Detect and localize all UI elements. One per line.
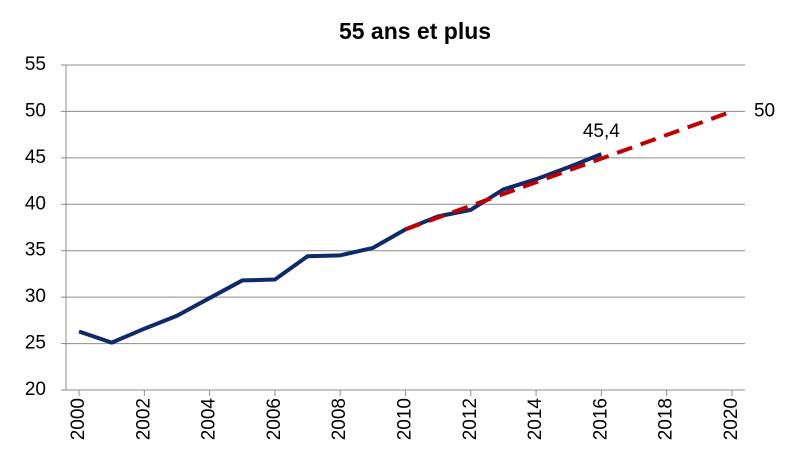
x-tick-label: 2016	[590, 398, 611, 440]
x-tick-label: 2018	[656, 398, 677, 440]
x-tick-label: 2008	[329, 398, 350, 440]
x-tick-label: 2020	[721, 398, 742, 440]
x-tick-label: 2002	[133, 398, 154, 440]
series-line	[78, 152, 603, 345]
y-tick-label: 45	[25, 147, 46, 168]
y-tick-label: 40	[25, 193, 46, 214]
data-label: 45,4	[583, 121, 620, 142]
y-tick-label: 25	[25, 333, 46, 354]
x-tick-label: 2010	[395, 398, 416, 440]
x-tick-label: 2000	[68, 398, 89, 440]
x-tick-label: 2004	[199, 398, 220, 441]
y-tick-label: 50	[25, 100, 46, 121]
y-tick-label: 55	[25, 54, 46, 75]
y-tick-label: 35	[25, 240, 46, 261]
x-tick-label: 2014	[525, 398, 546, 441]
y-tick-label: 20	[25, 379, 46, 400]
y-tick-label: 30	[25, 286, 46, 307]
x-tick-label: 2012	[460, 398, 481, 440]
chart-title: 55 ans et plus	[339, 18, 491, 44]
data-label: 50	[754, 100, 775, 121]
x-tick-label: 2006	[264, 398, 285, 440]
series-line	[404, 109, 733, 232]
